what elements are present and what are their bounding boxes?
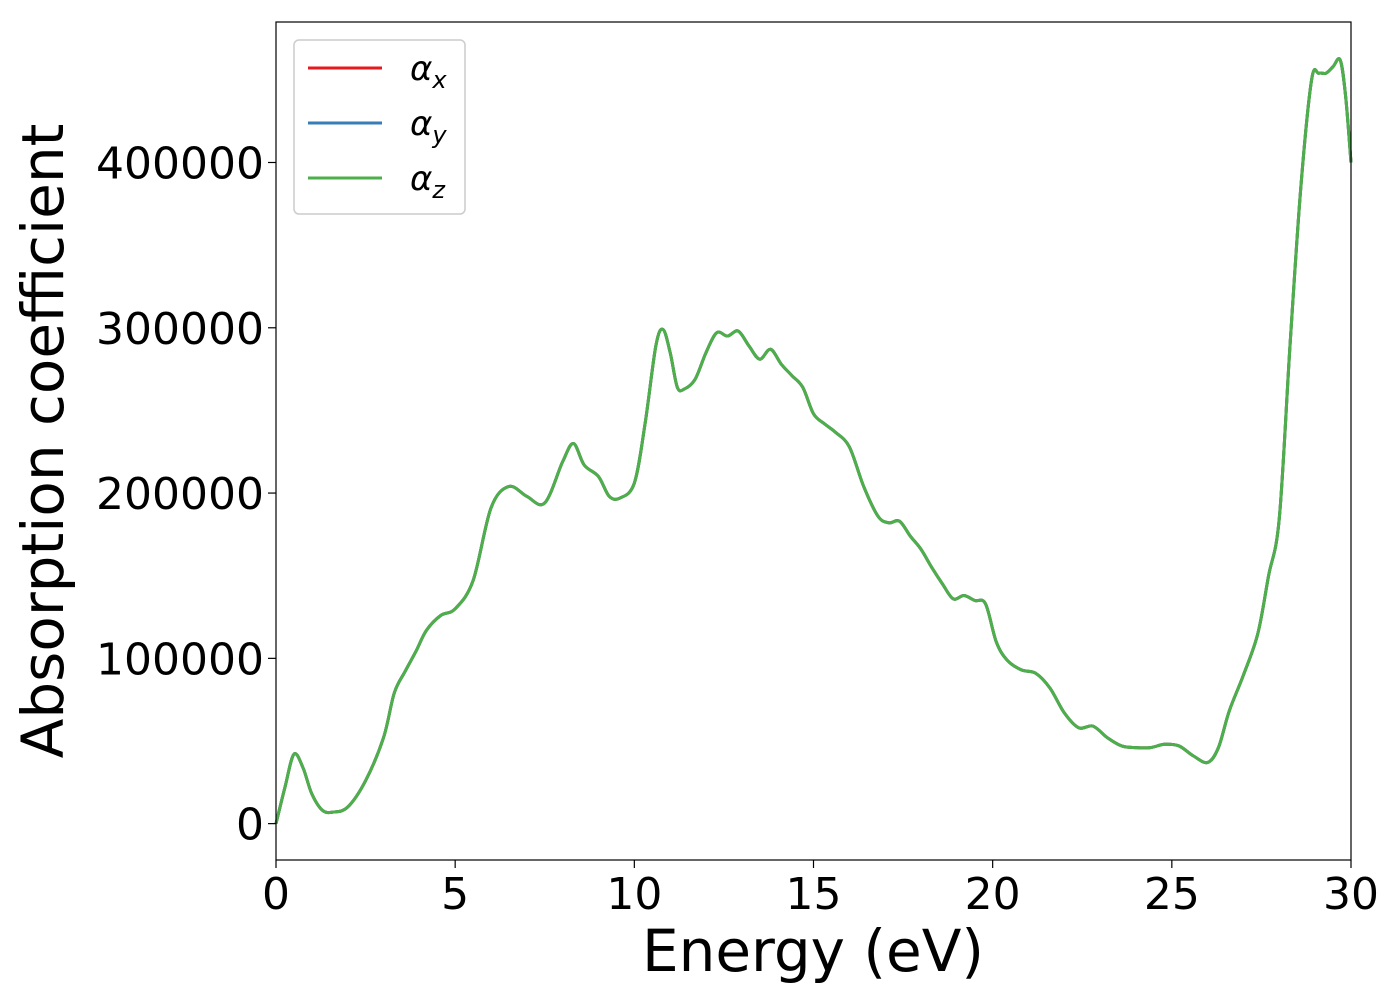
series-line-z	[274, 57, 1353, 824]
y-tick-label: 0	[236, 800, 264, 851]
x-tick-label: 0	[262, 869, 290, 920]
x-axis: 0 5 10 15 20 25 30	[262, 860, 1379, 920]
y-tick-label: 400000	[96, 138, 264, 189]
legend-entry-z: αz	[308, 159, 446, 204]
x-tick-label: 20	[965, 869, 1021, 920]
x-tick-label: 5	[441, 869, 469, 920]
x-tick-label: 30	[1323, 869, 1379, 920]
x-tick-label: 25	[1144, 869, 1200, 920]
x-axis-label: Energy (eV)	[642, 917, 984, 985]
y-axis-label: Absorption coefficient	[9, 124, 77, 759]
legend-label: αz	[410, 159, 446, 204]
legend: αx αy αz	[293, 39, 466, 215]
y-tick-label: 300000	[96, 304, 264, 355]
x-tick-label: 15	[786, 869, 842, 920]
y-axis: 0 100000 200000 300000 400000	[96, 138, 276, 851]
legend-entry-y: αy	[308, 104, 447, 149]
y-tick-label: 100000	[96, 634, 264, 685]
x-tick-label: 10	[606, 869, 662, 920]
legend-frame	[293, 39, 466, 215]
series-group	[274, 57, 1353, 824]
y-tick-label: 200000	[96, 469, 264, 520]
legend-entry-x: αx	[308, 49, 447, 94]
legend-label: αx	[410, 49, 447, 94]
legend-label: αy	[410, 104, 447, 149]
